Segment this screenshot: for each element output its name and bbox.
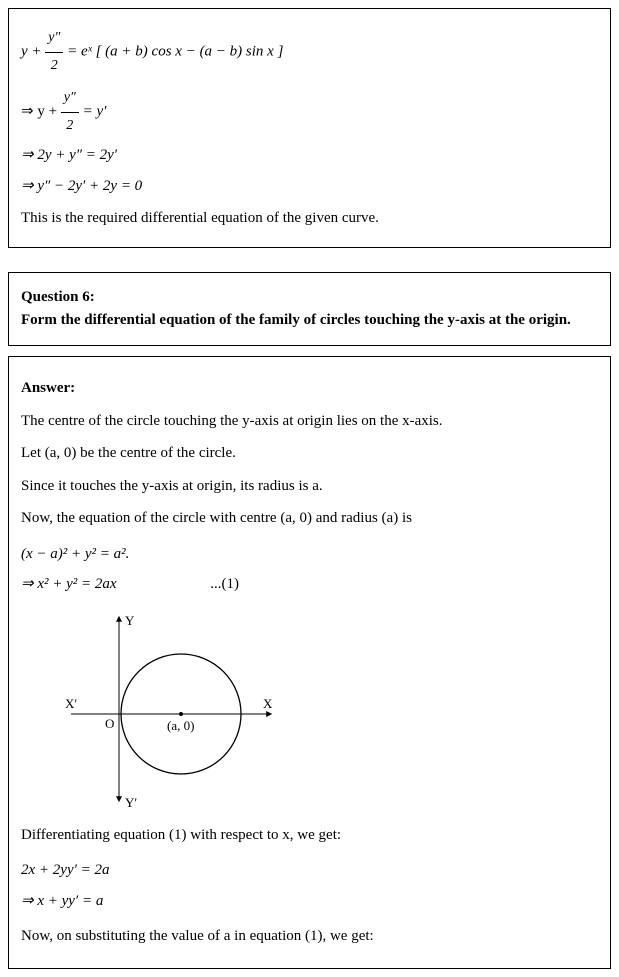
eq2-post: = y′: [83, 104, 107, 120]
answer-p2: Let (a, 0) be the centre of the circle.: [21, 442, 598, 465]
eq3: ⇒ 2y + y″ = 2y′: [21, 141, 598, 170]
answer-label: Answer:: [21, 377, 598, 400]
answer-eq1: (x − a)² + y² = a².: [21, 540, 598, 569]
answer-p5: Differentiating equation (1) with respec…: [21, 824, 598, 847]
answer-eq2: ⇒ x² + y² = 2ax: [21, 576, 117, 592]
svg-text:Y: Y: [125, 613, 135, 628]
question-label: Question 6:: [21, 289, 598, 306]
eq2-pre: ⇒ y +: [21, 104, 57, 120]
solution-conclusion-text: This is the required differential equati…: [21, 208, 598, 229]
answer-p3: Since it touches the y-axis at origin, i…: [21, 475, 598, 498]
svg-text:(a, 0): (a, 0): [167, 718, 194, 733]
answer-eq2-ref: ...(1): [210, 570, 239, 599]
answer-eq4: ⇒ x + yy′ = a: [21, 887, 598, 916]
eq2-fraction: y″ 2: [61, 85, 79, 139]
eq1-rhs: = eˣ [ (a + b) cos x − (a − b) sin x ]: [67, 44, 283, 60]
answer-p1: The centre of the circle touching the y-…: [21, 410, 598, 433]
svg-text:Y′: Y′: [125, 795, 137, 809]
answer-eq3: 2x + 2yy′ = 2a: [21, 856, 598, 885]
question-text: Form the differential equation of the fa…: [21, 312, 598, 329]
figure-svg: Y Y′ X X′ O (a, 0): [61, 609, 281, 809]
eq1-lhs-pre: y +: [21, 44, 42, 60]
svg-text:O: O: [105, 716, 114, 731]
eq1-fraction: y″ 2: [45, 25, 63, 79]
svg-text:X: X: [263, 696, 273, 711]
equation-group-1: y + y″ 2 = eˣ [ (a + b) cos x − (a − b) …: [21, 25, 598, 200]
equation-group-3: 2x + 2yy′ = 2a ⇒ x + yy′ = a: [21, 856, 598, 915]
answer-p6: Now, on substituting the value of a in e…: [21, 925, 598, 948]
answer-p4: Now, the equation of the circle with cen…: [21, 507, 598, 530]
equation-group-2: (x − a)² + y² = a². ⇒ x² + y² = 2ax ...(…: [21, 540, 598, 599]
solution-continuation-box: y + y″ 2 = eˣ [ (a + b) cos x − (a − b) …: [8, 8, 611, 248]
svg-text:X′: X′: [65, 696, 77, 711]
eq4: ⇒ y″ − 2y′ + 2y = 0: [21, 172, 598, 201]
question-box: Question 6: Form the differential equati…: [8, 272, 611, 346]
circle-figure: Y Y′ X X′ O (a, 0): [61, 609, 598, 814]
answer-box: Answer: The centre of the circle touchin…: [8, 356, 611, 969]
